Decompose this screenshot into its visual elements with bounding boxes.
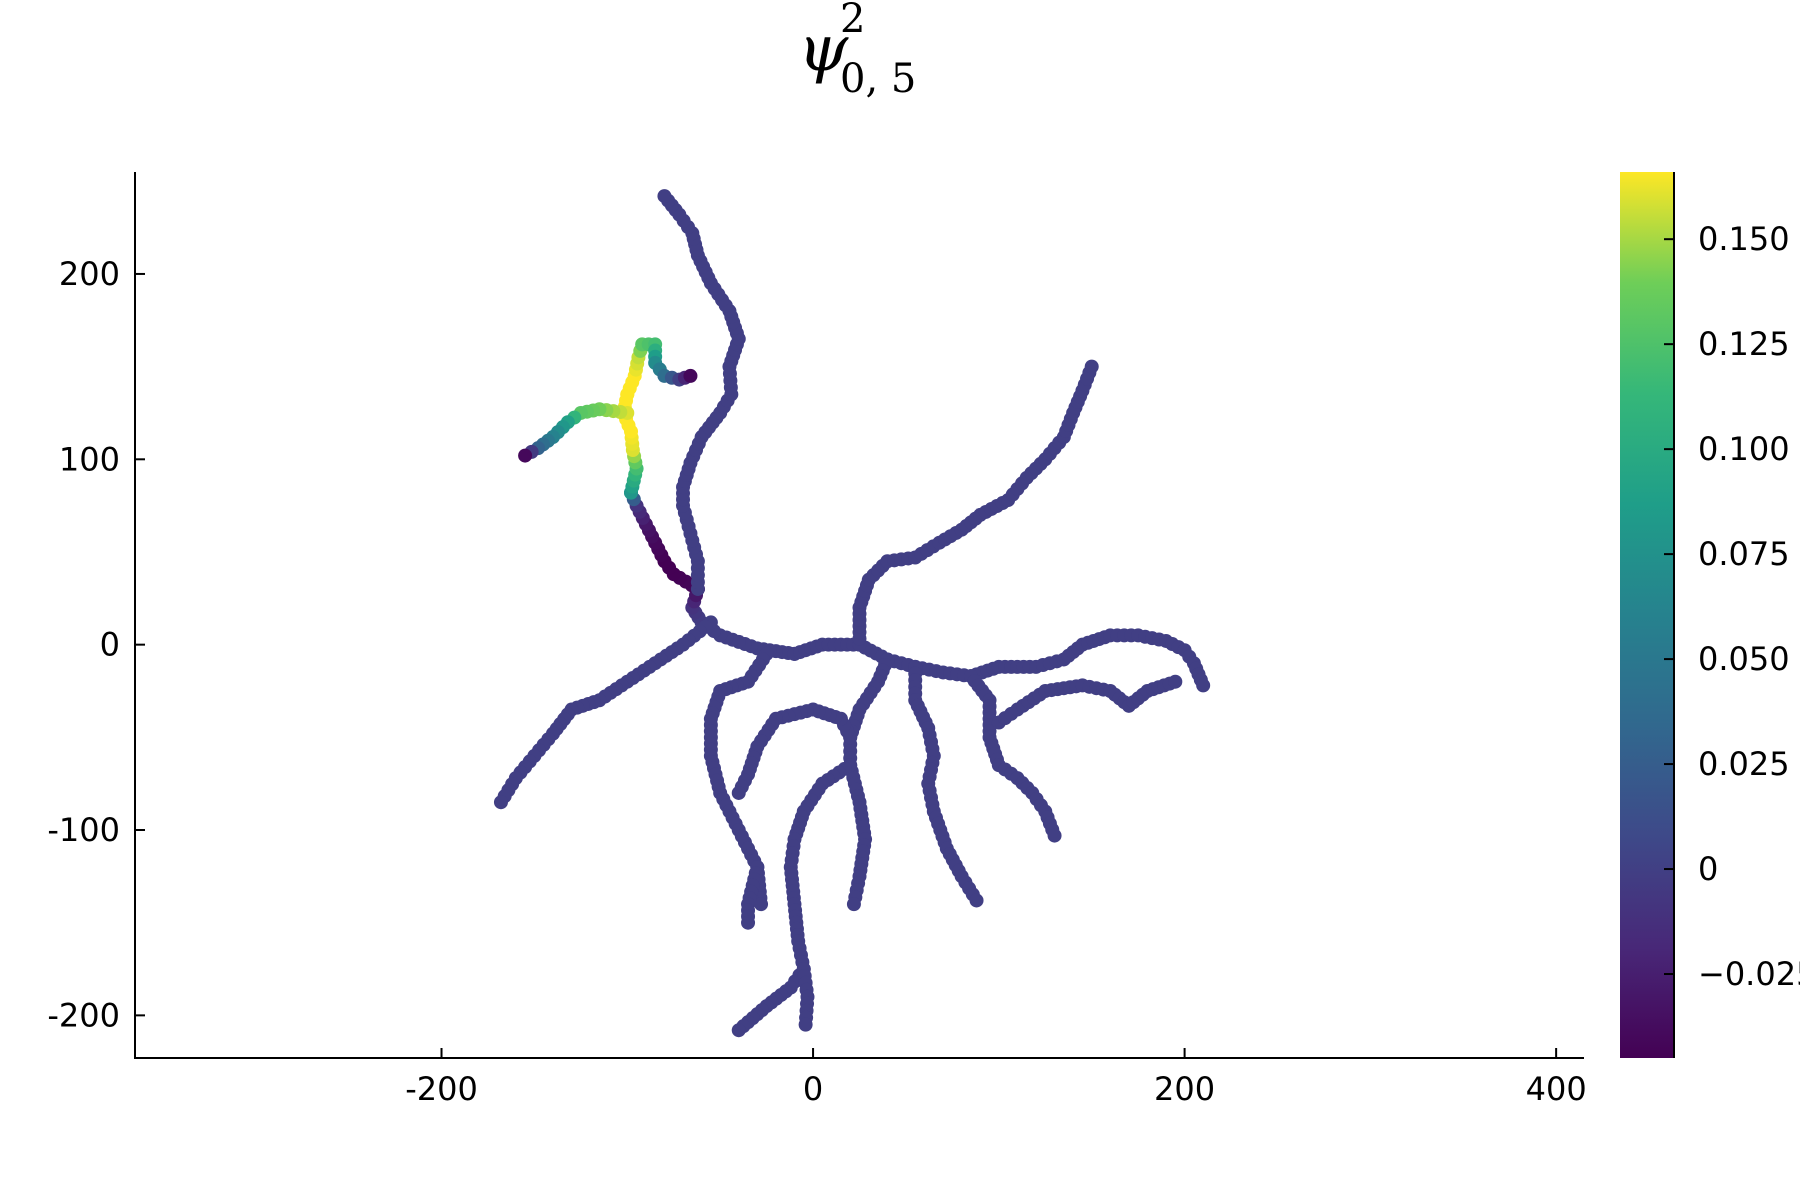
title-superscript: 2 [840, 0, 865, 42]
colorbar-tick-label: 0.025 [1698, 745, 1790, 783]
y-tick-label: -100 [47, 811, 120, 849]
scatter-points [493, 189, 1211, 1038]
data-point [518, 448, 533, 463]
data-point [846, 897, 861, 912]
x-tick-label: -200 [405, 1070, 478, 1108]
data-point [683, 368, 698, 383]
y-tick-label: 100 [59, 440, 120, 478]
colorbar-tick-label: 0.100 [1698, 430, 1790, 468]
data-point [798, 1017, 813, 1032]
colorbar-tick-label: 0.125 [1698, 325, 1790, 363]
title-symbol: ψ [798, 12, 849, 86]
colorbar-tick-label: 0.075 [1698, 535, 1790, 573]
data-point [754, 897, 769, 912]
y-ticks: -200 -100 0 100 200 [47, 255, 145, 1034]
data-point [1168, 674, 1183, 689]
colorbar-gradient [1620, 172, 1674, 1058]
title-subscript: 0, 5 [840, 56, 916, 102]
data-point [731, 1023, 746, 1038]
colorbar-tick-label: −0.025 [1698, 955, 1800, 993]
x-tick-label: 0 [803, 1070, 823, 1108]
colorbar-tick-label: 0.050 [1698, 640, 1790, 678]
data-point [493, 795, 508, 810]
y-tick-label: 200 [59, 255, 120, 293]
data-point [731, 785, 746, 800]
y-tick-label: 0 [100, 626, 120, 664]
chart-title: ψ 2 0, 5 [798, 0, 916, 102]
colorbar-tick-label: 0.150 [1698, 220, 1790, 258]
data-point [741, 915, 756, 930]
data-point [1196, 678, 1211, 693]
colorbar: −0.025 0 0.025 0.050 0.075 0.100 0.125 0.150 [1620, 172, 1800, 1058]
data-point [1084, 359, 1099, 374]
colorbar-tick-label: 0 [1698, 850, 1718, 888]
data-point [657, 189, 672, 204]
x-ticks: -200 0 200 400 [405, 1048, 1587, 1108]
data-point [1047, 828, 1062, 843]
x-tick-label: 400 [1526, 1070, 1587, 1108]
y-tick-label: -200 [47, 996, 120, 1034]
x-tick-label: 200 [1154, 1070, 1215, 1108]
data-point [969, 893, 984, 908]
axes: -200 0 200 400 -200 -100 0 100 200 [47, 172, 1587, 1108]
colorbar-ticks: −0.025 0 0.025 0.050 0.075 0.100 0.125 0.150 [1664, 220, 1800, 993]
